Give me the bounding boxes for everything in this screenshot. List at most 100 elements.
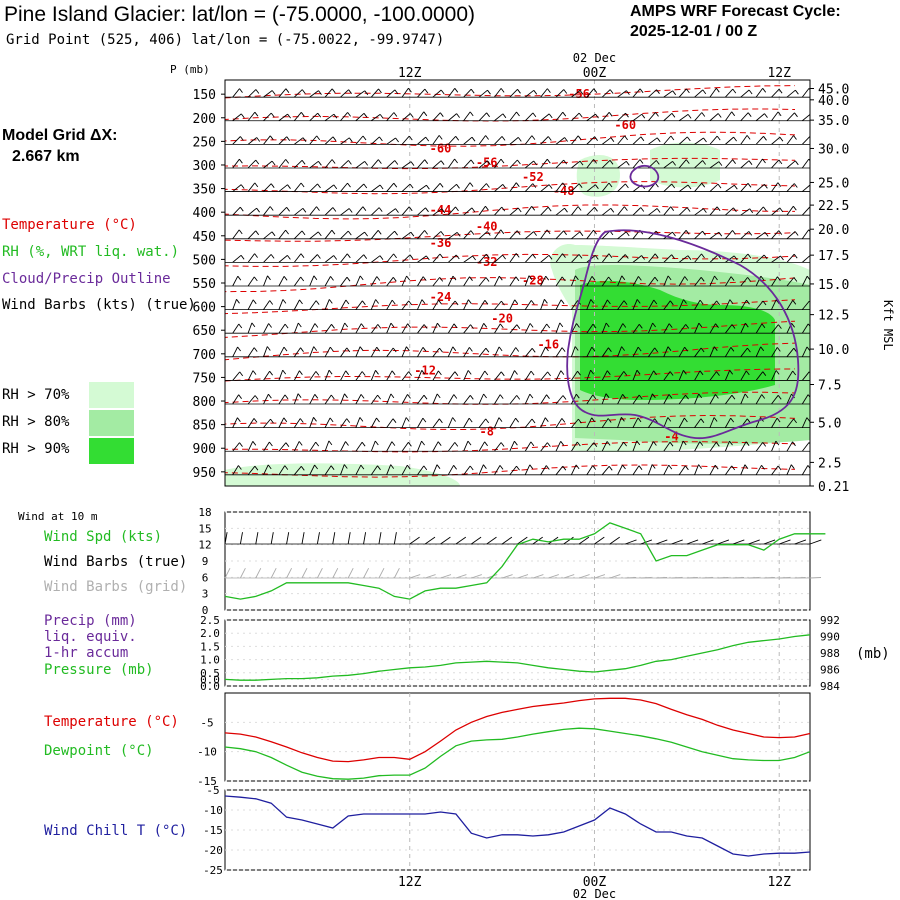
- wind-barb: [786, 183, 795, 192]
- wind-barb: [463, 440, 469, 452]
- wind-barb-flag: [333, 113, 338, 119]
- wind-barb-flag: [532, 112, 537, 118]
- pressure-tick-200: 200: [193, 112, 216, 127]
- bottom-xtick-2: 12Z: [767, 875, 791, 890]
- wind-barb-flag: [406, 464, 411, 470]
- wind-barb: [263, 300, 271, 310]
- wind-barb-flag: [424, 88, 429, 94]
- wind-barb-flag: [578, 418, 582, 424]
- wind-barb-flag: [683, 299, 687, 304]
- pressure-tick-500: 500: [193, 253, 216, 268]
- wind-barb: [509, 276, 517, 287]
- wind-barb-flag: [590, 299, 595, 304]
- height-tick-13: 2.5: [818, 456, 841, 471]
- wind-barb: [340, 208, 350, 216]
- model-grid-label: Model Grid ΔX:: [2, 127, 118, 144]
- wind-barb-flag: [761, 394, 766, 399]
- wind-barb-flag: [714, 464, 719, 470]
- height-axis-label: Kft MSL: [881, 300, 895, 351]
- wind-barb: [370, 465, 378, 476]
- wind-barb-flag: [684, 276, 689, 281]
- wind10m-grid-barb: [594, 574, 606, 579]
- wind-barb-flag: [749, 208, 754, 214]
- wind-barb-flag: [762, 371, 767, 376]
- wind-barb: [247, 347, 255, 358]
- wind-barb-flag: [252, 441, 257, 446]
- wind-barb: [555, 230, 564, 240]
- wind10m-grid-barb: [440, 574, 452, 579]
- wind-barb-flag: [639, 88, 644, 94]
- wind10m-grid-barb: [255, 567, 262, 579]
- wind-barb-flag: [578, 183, 583, 188]
- wind-barb: [601, 347, 609, 358]
- wind-barb: [678, 230, 687, 240]
- wind-barb-flag: [702, 89, 707, 95]
- wind-barb-flag: [455, 254, 460, 260]
- wind-barb: [570, 464, 577, 476]
- wind-barb-flag: [251, 322, 256, 328]
- wind10m-grid-barb: [548, 574, 559, 579]
- wind-barb: [678, 465, 686, 476]
- wind-barb: [601, 441, 608, 452]
- wind-barb: [617, 323, 624, 334]
- wind-barb-flag: [562, 395, 567, 400]
- rh70-region-small: [576, 155, 620, 197]
- wind-barb-flag: [594, 136, 598, 141]
- wind-barb: [755, 135, 764, 145]
- wind10m-grid-barb: [347, 567, 354, 579]
- wind-barb-flag: [439, 277, 444, 282]
- cross-section-xtick-2: 12Z: [767, 66, 791, 81]
- wind-barb-flag: [560, 370, 565, 375]
- wind-barb: [694, 182, 703, 192]
- wind-barb-flag: [379, 255, 384, 260]
- wind10m-true-barb: [779, 539, 791, 545]
- wind-barb: [755, 300, 764, 310]
- wind-barb: [247, 441, 254, 452]
- pressure-tick-800: 800: [193, 395, 216, 410]
- wind-barb-flag: [637, 417, 642, 423]
- wind-barb-flag: [792, 370, 797, 376]
- wind-barb: [694, 89, 704, 98]
- wind-barb-flag: [270, 254, 275, 259]
- wind-barb-flag: [548, 113, 553, 119]
- wind-barb: [555, 322, 561, 334]
- wind-barb: [309, 275, 315, 287]
- wind-barb-flag: [698, 322, 703, 328]
- bottom-date: 02 Dec: [573, 887, 616, 900]
- wind-barb: [478, 441, 485, 452]
- wind-barb-flag: [562, 182, 567, 188]
- wind-barb-flag: [624, 254, 629, 259]
- wind-barb: [324, 324, 332, 334]
- wind-barb-flag: [422, 347, 427, 352]
- wind10m-true-barb: [332, 532, 336, 545]
- wind-barb: [401, 323, 408, 334]
- wind-barb-flag: [299, 370, 303, 375]
- wind-barb: [324, 346, 331, 358]
- wind-barb-flag: [639, 159, 644, 164]
- wind10m-grid-barb: [471, 574, 482, 579]
- wind-barb-flag: [424, 159, 429, 164]
- wind-barb: [309, 300, 317, 310]
- wind-barb-flag: [470, 230, 475, 235]
- grid-point-subtitle: Grid Point (525, 406) lat/lon = (-75.002…: [6, 32, 445, 48]
- wind-barb: [355, 394, 362, 405]
- windchill-ytick--15: -15: [203, 824, 223, 837]
- wind-barb: [802, 254, 810, 263]
- wind-barb-flag: [501, 206, 506, 212]
- wind-barb: [232, 323, 240, 334]
- wind-barb-flag: [670, 206, 675, 211]
- wind-barb: [740, 89, 750, 98]
- wind-barb: [801, 158, 810, 169]
- wind-barb: [740, 299, 747, 310]
- wind-barb: [493, 417, 500, 428]
- wind-barb: [755, 275, 762, 287]
- wind-barb-flag: [408, 371, 412, 376]
- wind-barb: [386, 230, 395, 240]
- wind-barb: [771, 465, 779, 476]
- wind-barb-flag: [268, 323, 272, 328]
- wind-barb-flag: [730, 417, 735, 423]
- wind-barb-flag: [544, 299, 548, 304]
- wind-barb-flag: [608, 253, 613, 258]
- rh-legend-90-swatch: [89, 438, 134, 464]
- wind-barb-flag: [487, 160, 491, 166]
